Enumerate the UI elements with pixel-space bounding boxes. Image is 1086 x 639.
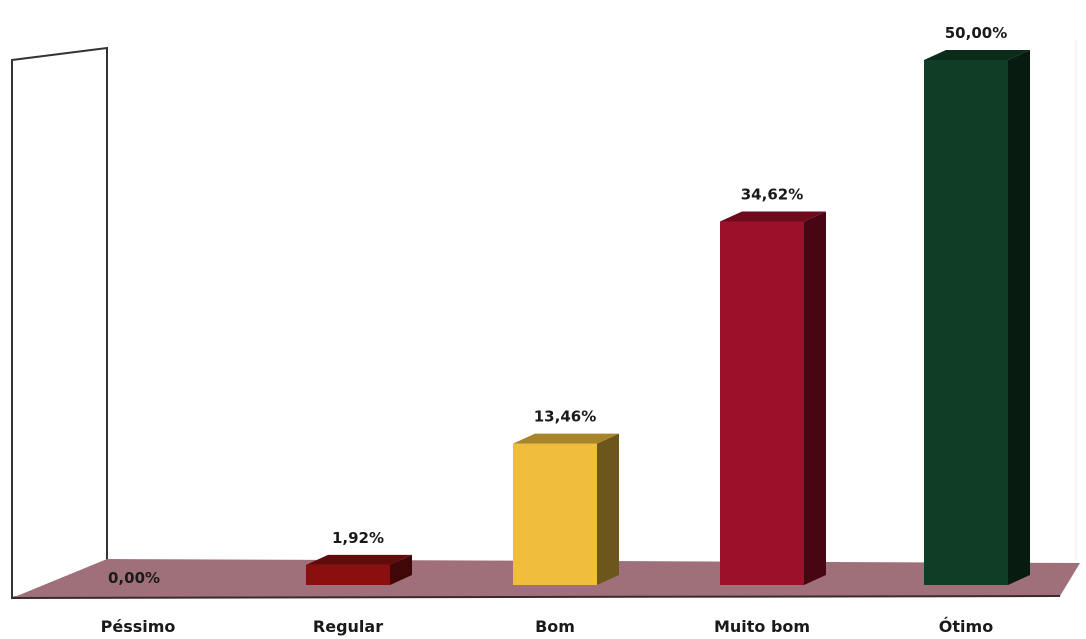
bar [924,50,1030,585]
bar [513,433,619,585]
category-label: Ótimo [939,617,993,636]
bar-side [597,433,619,585]
bar-front [720,221,804,586]
bar-side [390,554,412,585]
data-label: 13,46% [534,408,596,426]
bar-front [306,564,390,585]
labels-group: 0,00% Péssimo 1,92% Regular 13,46% Bom 34,62% M… [101,24,1008,636]
data-label: 0,00% [108,569,160,587]
category-label: Muito bom [714,617,810,636]
bar [306,554,412,585]
bar-top [306,554,412,565]
chart-back-wall [11,46,108,600]
bars-group [306,50,1030,586]
bar-side [804,211,826,586]
category-label: Péssimo [101,617,176,636]
data-label: 1,92% [332,529,384,547]
bar-side [1008,50,1030,585]
bar-front [924,60,1008,585]
bar-top [924,50,1030,60]
bar-top [513,433,619,444]
floor-front-edge [11,595,1061,599]
bar [720,211,826,586]
category-label: Bom [535,617,575,636]
category-label: Regular [313,617,383,636]
data-label: 34,62% [741,185,803,203]
bar-top [720,211,826,222]
data-label: 50,00% [945,24,1007,42]
bar-front [513,443,597,585]
